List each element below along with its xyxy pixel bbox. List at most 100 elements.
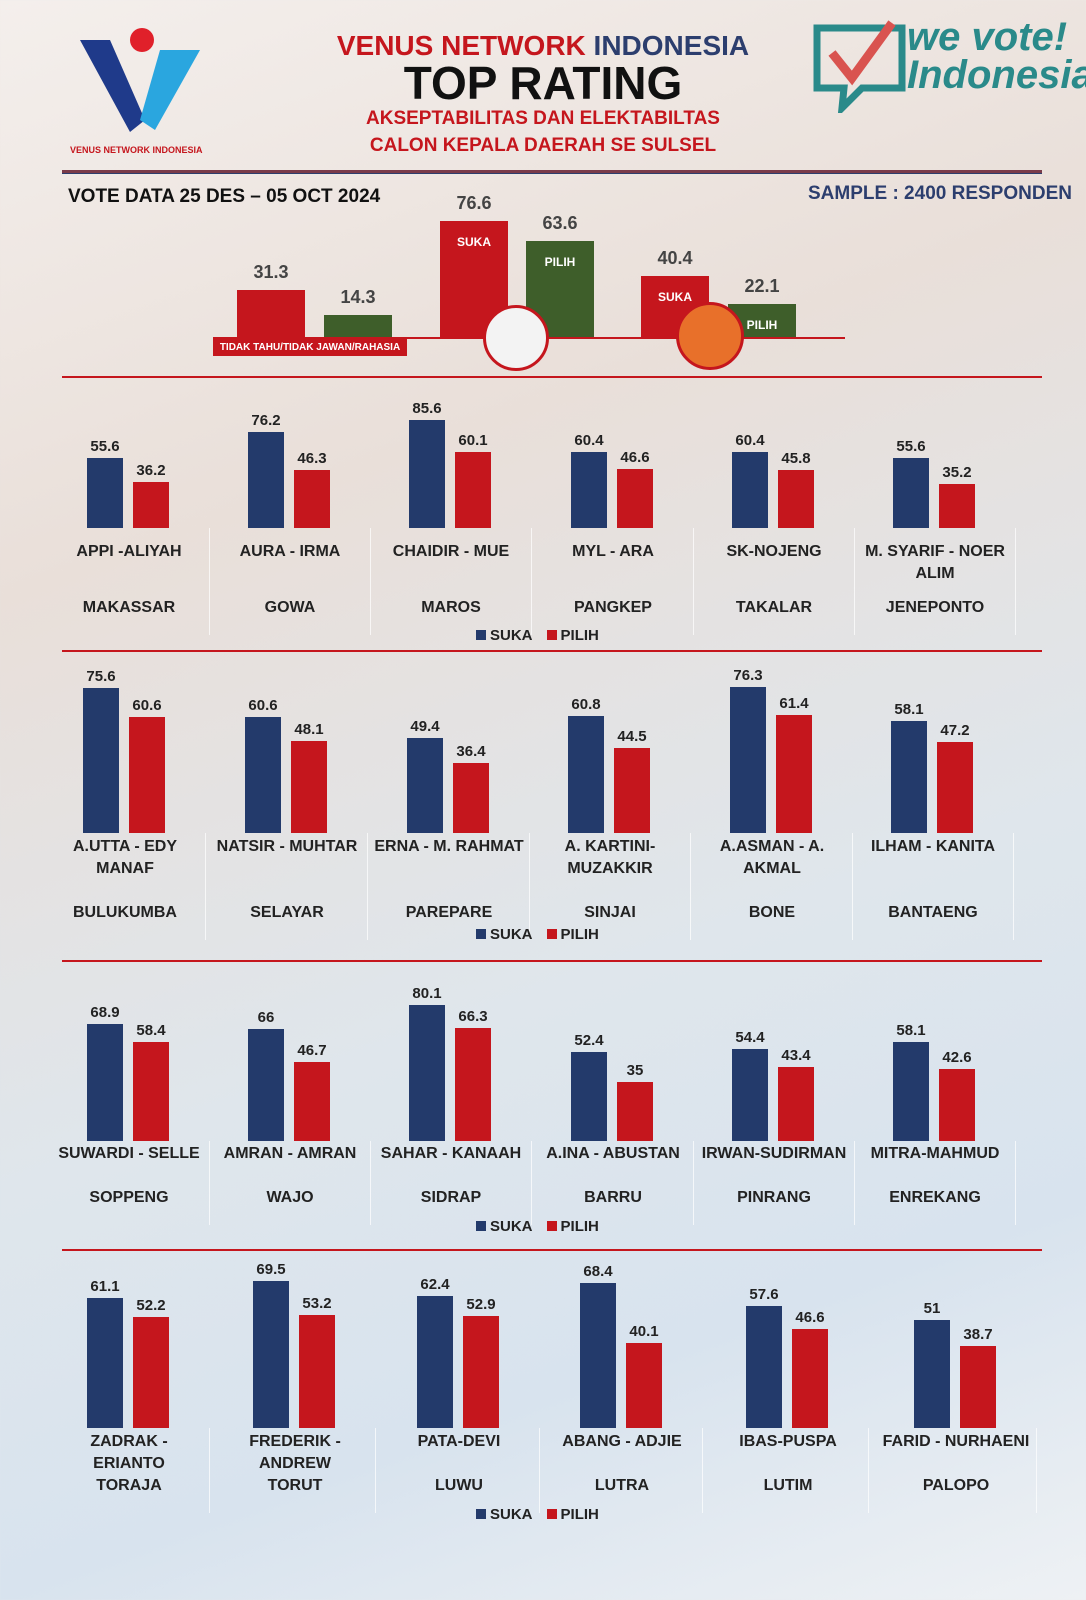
column-separator [1036, 1428, 1037, 1513]
candidate-pair: A.UTTA - EDY MANAF [73, 838, 177, 877]
pilih-swatch [546, 630, 557, 640]
wevote-logo: we vote! Indonesia [812, 17, 1086, 128]
bar-value: 60.6 [248, 696, 278, 714]
region-name: TAKALAR [735, 599, 813, 616]
region-name: GOWA [264, 599, 316, 616]
bar-value: 46.6 [620, 449, 650, 467]
region-name: LUTRA [594, 1477, 650, 1494]
candidate-pair: IBAS-PUSPA [739, 1433, 837, 1450]
column-separator [693, 528, 694, 635]
candidate-pair: IRWAN-SUDIRMAN [701, 1145, 847, 1162]
suka-bar [571, 451, 607, 528]
bar-value: 46.7 [297, 1041, 327, 1059]
region-name: PANGKEP [574, 599, 652, 616]
chart-legend: SUKA PILIH [476, 1506, 599, 1523]
candidate-pair: FARID - NURHAENI [882, 1433, 1030, 1450]
candidate-pair: A.INA - ABUSTAN [546, 1145, 680, 1162]
region-name: SINJAI [584, 904, 636, 921]
bar-value: 40.1 [629, 1322, 659, 1340]
pilih-bar [939, 1068, 975, 1141]
suka-bar [568, 716, 604, 833]
pilih-bar [617, 1081, 653, 1141]
bar-value: 52.9 [466, 1295, 496, 1313]
candidate-pair: FREDERIK - ANDREW [249, 1433, 341, 1472]
suka-bar [730, 686, 766, 833]
venus-logo: VENUS NETWORK INDONESIA [70, 20, 220, 160]
region-name: SIDRAP [420, 1189, 482, 1206]
summary-value: 22.1 [744, 275, 780, 296]
bar-value: 61.1 [90, 1278, 120, 1296]
bar-value: 55.6 [896, 437, 926, 455]
candidate-pair: A.ASMAN - A. AKMAL [719, 838, 825, 877]
legend-item-suka: SUKA [476, 1218, 533, 1235]
summary-bar-label: PILIH [746, 317, 778, 332]
region-name: PALOPO [922, 1477, 990, 1494]
summary-value: 76.6 [456, 193, 492, 214]
column-separator [868, 1428, 869, 1513]
suka-swatch [476, 1221, 486, 1231]
bar-value: 52.4 [574, 1031, 604, 1049]
bar-value: 60.4 [735, 431, 765, 449]
column-separator [702, 1428, 703, 1513]
bar-value: 80.1 [412, 984, 442, 1002]
column-separator [370, 528, 371, 635]
suka-bar [580, 1282, 616, 1428]
bar-value: 69.5 [256, 1260, 286, 1278]
legend-label: SUKA [490, 1506, 533, 1523]
org-title: VENUS NETWORK INDONESIA [336, 30, 750, 61]
chart-legend: SUKA PILIH [476, 1218, 599, 1235]
legend-label: PILIH [560, 1506, 599, 1523]
bar-value: 38.7 [963, 1325, 993, 1343]
column-separator [854, 1141, 855, 1225]
suka-bar [248, 1028, 284, 1141]
region-name: MAKASSAR [82, 599, 176, 616]
pilih-bar [291, 740, 327, 833]
summary-bar [237, 289, 305, 337]
pilih-bar [133, 1317, 169, 1428]
pilih-bar [299, 1315, 335, 1428]
column-separator [1015, 528, 1016, 635]
region-name: BULUKUMBA [73, 904, 177, 921]
chart-legend: SUKA PILIH [476, 926, 599, 943]
bar-value: 54.4 [735, 1028, 765, 1046]
suka-bar [893, 457, 929, 528]
bar-value: 46.3 [297, 449, 327, 467]
candidate-pair: ABANG - ADJIE [562, 1433, 682, 1450]
bar-value: 48.1 [294, 720, 324, 738]
candidate-pair: SAHAR - KANAAH [380, 1145, 522, 1162]
bar-value: 60.6 [132, 696, 162, 714]
panel-divider [62, 650, 1042, 652]
summary-value: 14.3 [340, 287, 376, 308]
candidate-photo-1 [483, 305, 549, 371]
subtitle-1: AKSEPTABILITAS DAN ELEKTABILTAS [366, 108, 720, 129]
legend-label: PILIH [560, 627, 599, 644]
legend-label: SUKA [490, 1218, 533, 1235]
suka-bar [409, 1004, 445, 1141]
bar-value: 60.8 [571, 696, 601, 714]
header-divider [62, 170, 1042, 174]
legend-item-suka: SUKA [476, 926, 533, 943]
candidate-pair: APPI -ALIYAH [76, 543, 182, 560]
column-separator [1015, 1141, 1016, 1225]
pilih-bar [778, 470, 814, 528]
pilih-bar [453, 763, 489, 833]
pilih-swatch [546, 929, 557, 939]
pilih-bar [614, 747, 650, 833]
summary-bar-label: PILIH [544, 254, 576, 269]
column-separator [209, 528, 210, 635]
pilih-bar [294, 1061, 330, 1141]
bar-value: 35.2 [942, 463, 972, 481]
candidate-pair: AURA - IRMA [239, 543, 341, 560]
bar-value: 66 [257, 1008, 275, 1026]
legend-label: PILIH [560, 1218, 599, 1235]
suka-bar [248, 431, 284, 528]
column-separator [852, 833, 853, 940]
legend-item-pilih: PILIH [546, 1506, 599, 1523]
region-name: BONE [748, 904, 796, 921]
bar-value: 58.1 [894, 701, 924, 719]
suka-bar [253, 1280, 289, 1428]
subtitle-2: CALON KEPALA DAERAH SE SULSEL [369, 135, 717, 156]
suka-bar [746, 1305, 782, 1428]
candidate-photo-2 [676, 302, 744, 370]
region-name: LUWU [435, 1477, 483, 1494]
